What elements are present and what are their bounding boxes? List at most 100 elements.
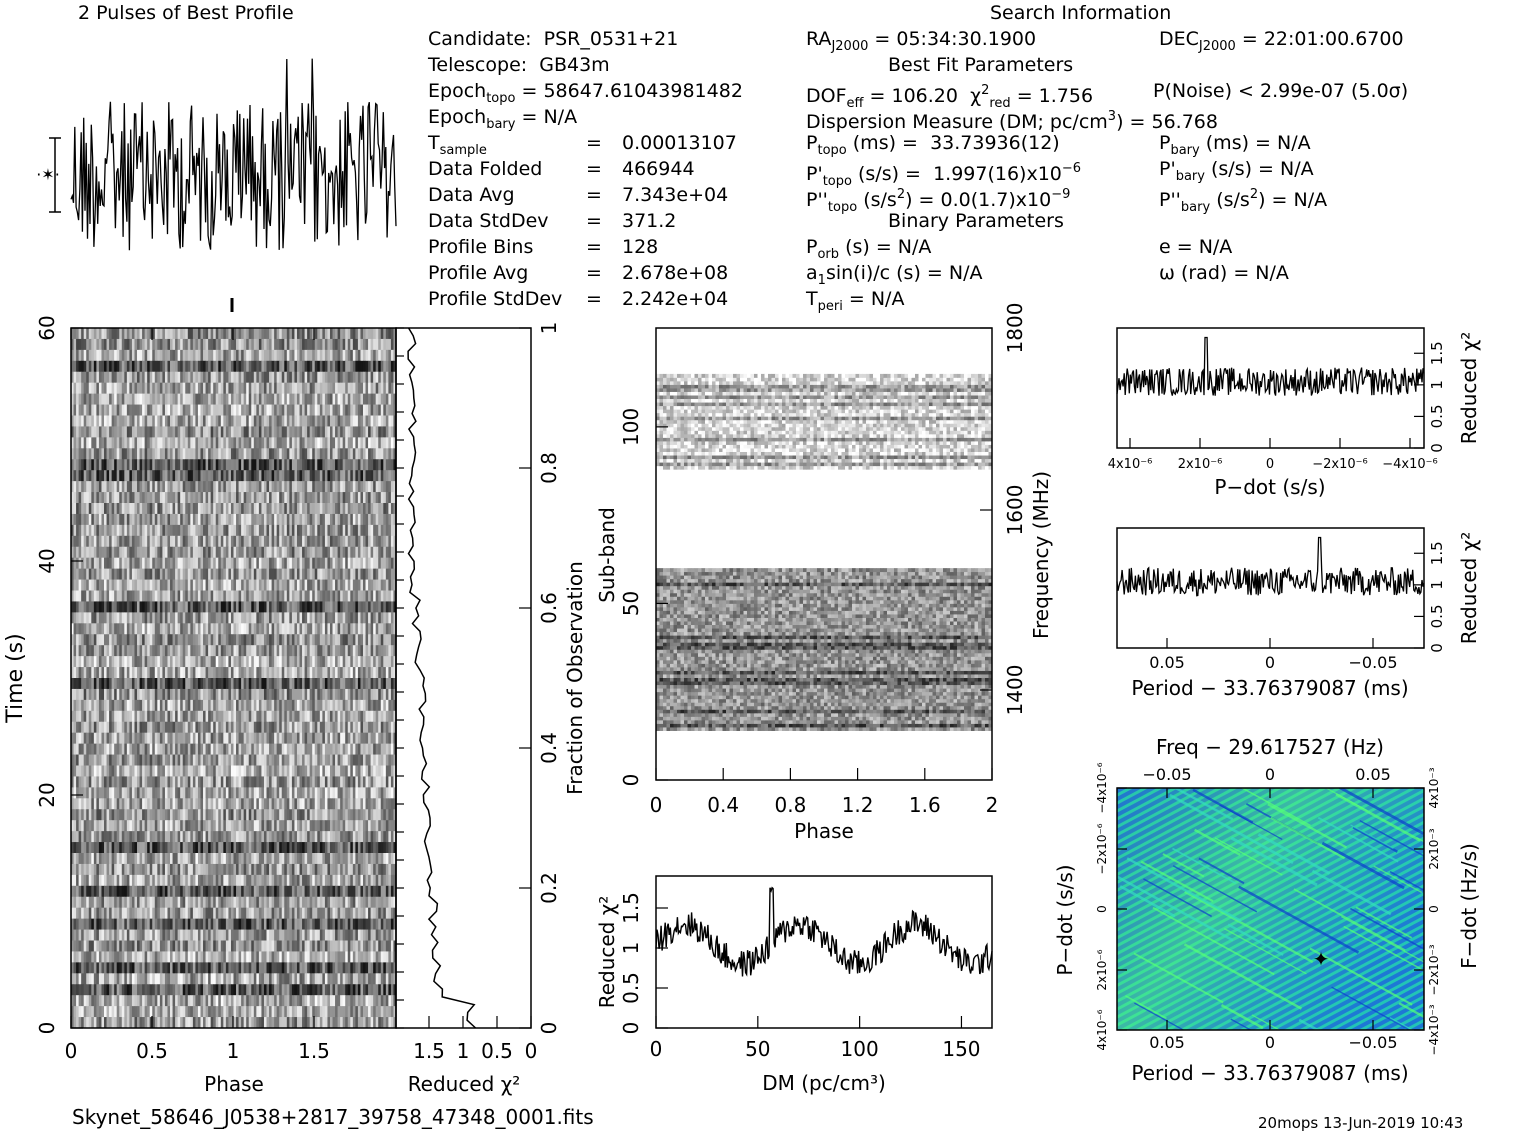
time-phase-cell: [373, 590, 377, 602]
time-phase-cell: [137, 459, 140, 471]
time-phase-cell: [190, 721, 194, 734]
time-phase-cell: [159, 601, 163, 613]
time-phase-cell: [385, 688, 389, 701]
time-phase-cell: [200, 590, 204, 602]
time-phase-cell: [309, 601, 313, 613]
time-phase-cell: [365, 524, 369, 537]
time-phase-cell: [253, 437, 257, 449]
time-phase-cell: [149, 710, 153, 723]
time-phase-cell: [86, 634, 90, 646]
time-phase-cell: [73, 470, 77, 482]
time-phase-cell: [73, 656, 77, 668]
time-phase-cell: [347, 360, 351, 373]
time-phase-cell: [144, 328, 148, 340]
time-phase-cell: [167, 404, 171, 416]
time-phase-cell: [390, 623, 394, 635]
time-phase-cell: [269, 371, 272, 384]
time-phase-cell: [314, 470, 318, 482]
time-phase-cell: [304, 656, 308, 668]
time-phase-cell: [307, 667, 311, 679]
time-phase-cell: [380, 656, 384, 668]
time-phase-cell: [261, 667, 265, 679]
time-phase-cell: [388, 382, 392, 395]
time-phase-cell: [375, 557, 379, 570]
time-phase-cell: [131, 568, 135, 580]
time-phase-cell: [271, 612, 275, 624]
time-phase-cell: [139, 546, 143, 559]
time-phase-cell: [213, 634, 217, 646]
time-phase-cell: [96, 437, 100, 449]
time-phase-cell: [345, 448, 349, 460]
time-phase-cell: [393, 732, 396, 745]
time-phase-cell: [243, 579, 247, 591]
time-phase-cell: [223, 579, 227, 591]
time-phase-cell: [385, 710, 389, 723]
time-phase-cell: [197, 535, 201, 548]
time-phase-cell: [162, 601, 166, 613]
time-phase-cell: [119, 656, 123, 668]
time-phase-cell: [236, 349, 239, 362]
time-phase-cell: [147, 743, 151, 755]
time-phase-cell: [279, 721, 283, 734]
time-phase-cell: [124, 721, 128, 734]
time-phase-cell: [307, 524, 311, 537]
time-phase-cell: [119, 360, 123, 373]
time-phase-cell: [167, 426, 171, 438]
time-phase-cell: [233, 448, 237, 460]
time-phase-cell: [350, 360, 354, 373]
time-phase-cell: [263, 699, 267, 712]
time-phase-cell: [390, 459, 394, 471]
time-phase-cell: [258, 601, 262, 613]
time-phase-cell: [131, 503, 135, 515]
time-phase-cell: [373, 393, 377, 405]
time-phase-cell: [335, 448, 338, 460]
time-phase-cell: [83, 721, 87, 734]
time-phase-cell: [187, 579, 191, 591]
time-phase-cell: [370, 732, 374, 745]
time-phase-cell: [385, 437, 389, 449]
time-phase-cell: [187, 612, 191, 624]
time-phase-cell: [230, 481, 234, 493]
time-phase-cell: [274, 328, 278, 340]
time-phase-cell: [172, 349, 176, 362]
time-phase-cell: [88, 371, 92, 384]
time-phase-cell: [185, 349, 189, 362]
time-phase-cell: [241, 699, 245, 712]
time-phase-cell: [185, 579, 189, 591]
time-phase-cell: [246, 426, 250, 438]
time-phase-cell: [142, 524, 146, 537]
time-phase-cell: [210, 546, 214, 559]
time-phase-cell: [180, 568, 184, 580]
time-phase-cell: [126, 338, 130, 351]
time-phase-cell: [304, 623, 308, 635]
time-phase-cell: [375, 568, 379, 580]
time-phase-cell: [187, 360, 191, 373]
time-phase-cell: [159, 557, 163, 570]
time-phase-cell: [253, 612, 257, 624]
time-phase-cell: [203, 568, 206, 580]
time-phase-cell: [93, 415, 97, 427]
time-phase-cell: [83, 503, 87, 515]
time-phase-cell: [172, 426, 176, 438]
time-phase-cell: [205, 470, 209, 482]
time-phase-cell: [286, 579, 290, 591]
time-phase-cell: [251, 579, 255, 591]
time-phase-cell: [119, 404, 123, 416]
time-phase-cell: [279, 470, 283, 482]
time-phase-cell: [286, 513, 290, 526]
time-phase-cell: [76, 645, 80, 657]
time-phase-cell: [241, 513, 245, 526]
time-phase-cell: [172, 601, 176, 613]
time-phase-cell: [225, 612, 229, 624]
time-phase-cell: [177, 524, 181, 537]
time-phase-cell: [91, 503, 95, 515]
time-phase-cell: [205, 524, 209, 537]
time-phase-cell: [149, 678, 153, 690]
time-phase-cell: [340, 360, 344, 373]
time-phase-cell: [114, 360, 118, 373]
time-phase-cell: [352, 448, 356, 460]
time-phase-cell: [368, 382, 372, 395]
time-phase-cell: [177, 634, 181, 646]
time-phase-cell: [81, 678, 85, 690]
time-phase-cell: [296, 710, 300, 723]
